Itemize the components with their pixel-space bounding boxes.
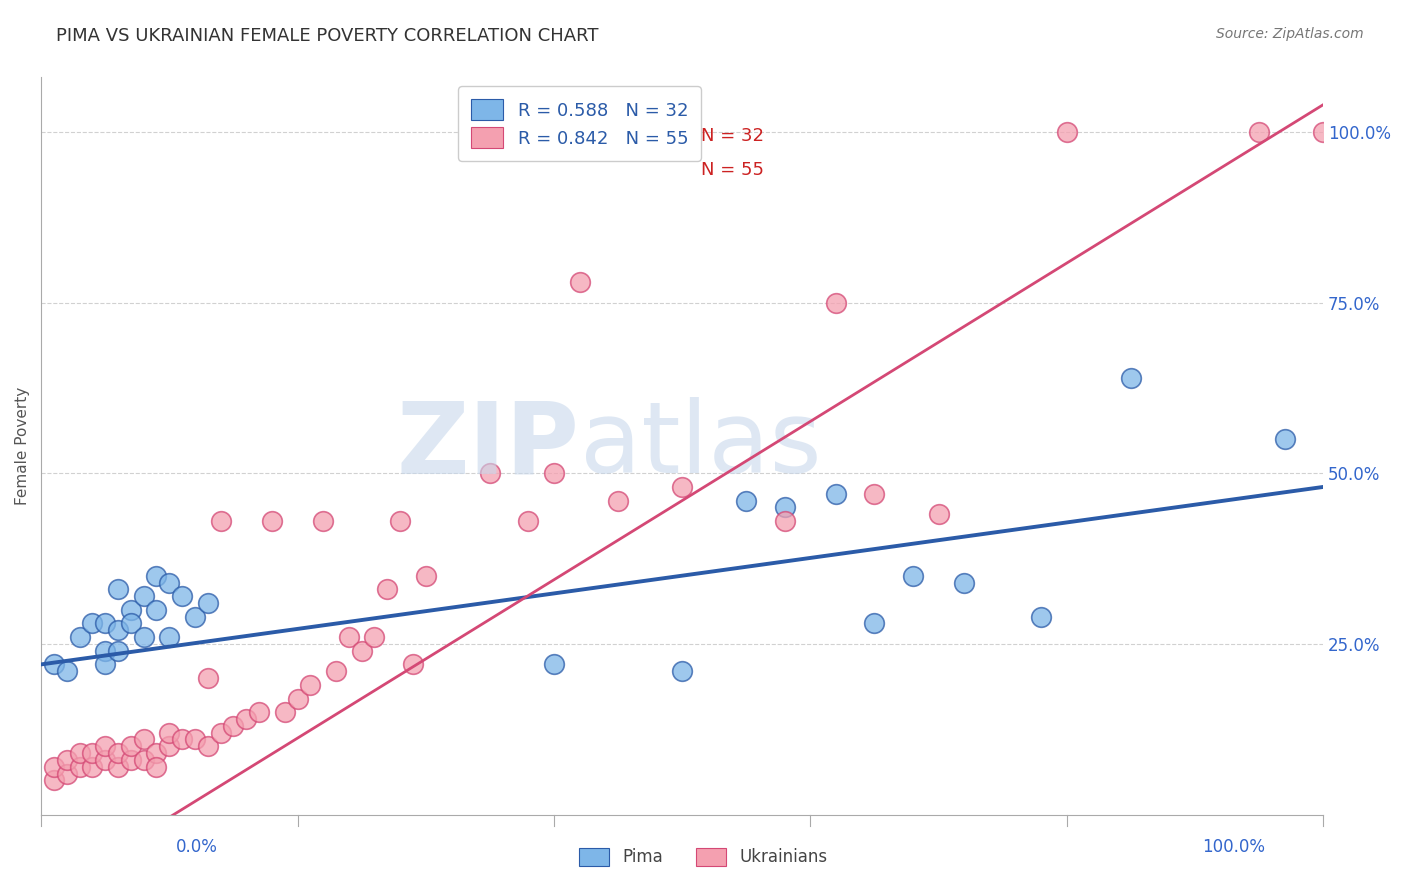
Point [157, 575, 180, 590]
Point [1274, 432, 1296, 446]
Point [107, 760, 129, 774]
Point [107, 746, 129, 760]
Point [222, 719, 245, 733]
Point [157, 739, 180, 754]
Point [107, 624, 129, 638]
Point [209, 725, 232, 739]
Point [55, 753, 77, 767]
Point [69, 630, 91, 644]
Point [375, 582, 398, 597]
Point [209, 514, 232, 528]
Point [145, 603, 167, 617]
Point [107, 582, 129, 597]
Point [145, 568, 167, 582]
Point [157, 725, 180, 739]
Point [69, 746, 91, 760]
Point [1119, 370, 1142, 384]
Point [1056, 125, 1078, 139]
Legend: R = 0.588   N = 32, R = 0.842   N = 55: R = 0.588 N = 32, R = 0.842 N = 55 [458, 87, 702, 161]
Point [94, 657, 117, 672]
Point [863, 487, 886, 501]
Point [1247, 125, 1270, 139]
Text: PIMA VS UKRAINIAN FEMALE POVERTY CORRELATION CHART: PIMA VS UKRAINIAN FEMALE POVERTY CORRELA… [56, 27, 599, 45]
Point [671, 665, 693, 679]
Point [55, 665, 77, 679]
Point [773, 514, 796, 528]
Point [94, 644, 117, 658]
Point [863, 616, 886, 631]
Point [172, 589, 194, 603]
Legend: Pima, Ukrainians: Pima, Ukrainians [571, 839, 835, 875]
Point [132, 732, 155, 747]
Point [901, 568, 924, 582]
Point [107, 644, 129, 658]
Point [273, 705, 295, 719]
Point [247, 705, 270, 719]
Point [825, 295, 848, 310]
Text: N = 55: N = 55 [702, 161, 765, 179]
Y-axis label: Female Poverty: Female Poverty [15, 387, 30, 505]
Point [145, 746, 167, 760]
Text: ZIP: ZIP [396, 398, 579, 494]
Point [42, 657, 65, 672]
Point [94, 616, 117, 631]
Point [82, 616, 104, 631]
Point [94, 739, 117, 754]
Point [157, 630, 180, 644]
Point [145, 760, 167, 774]
Point [415, 568, 437, 582]
Point [42, 773, 65, 788]
Point [94, 753, 117, 767]
Point [543, 467, 565, 481]
Point [82, 746, 104, 760]
Text: 100.0%: 100.0% [1202, 838, 1265, 855]
Point [197, 739, 219, 754]
Point [325, 665, 347, 679]
Point [299, 678, 322, 692]
Point [478, 467, 501, 481]
Point [773, 500, 796, 515]
Point [184, 732, 207, 747]
Point [389, 514, 412, 528]
Text: 0.0%: 0.0% [176, 838, 218, 855]
Point [197, 671, 219, 685]
Point [517, 514, 540, 528]
Point [402, 657, 425, 672]
Point [1312, 125, 1334, 139]
Point [184, 609, 207, 624]
Point [82, 760, 104, 774]
Point [235, 712, 257, 726]
Point [120, 603, 142, 617]
Point [825, 487, 848, 501]
Point [568, 275, 591, 289]
Point [953, 575, 976, 590]
Point [132, 589, 155, 603]
Point [671, 480, 693, 494]
Point [607, 493, 630, 508]
Point [735, 493, 758, 508]
Point [132, 753, 155, 767]
Point [312, 514, 335, 528]
Point [42, 760, 65, 774]
Point [172, 732, 194, 747]
Point [1029, 609, 1052, 624]
Point [337, 630, 360, 644]
Point [55, 766, 77, 780]
Point [120, 739, 142, 754]
Point [120, 616, 142, 631]
Text: N = 32: N = 32 [702, 127, 765, 145]
Text: atlas: atlas [579, 398, 821, 494]
Point [363, 630, 385, 644]
Point [260, 514, 283, 528]
Point [132, 630, 155, 644]
Point [120, 753, 142, 767]
Point [928, 508, 950, 522]
Text: Source: ZipAtlas.com: Source: ZipAtlas.com [1216, 27, 1364, 41]
Point [543, 657, 565, 672]
Point [69, 760, 91, 774]
Point [287, 691, 309, 706]
Point [350, 644, 373, 658]
Point [197, 596, 219, 610]
